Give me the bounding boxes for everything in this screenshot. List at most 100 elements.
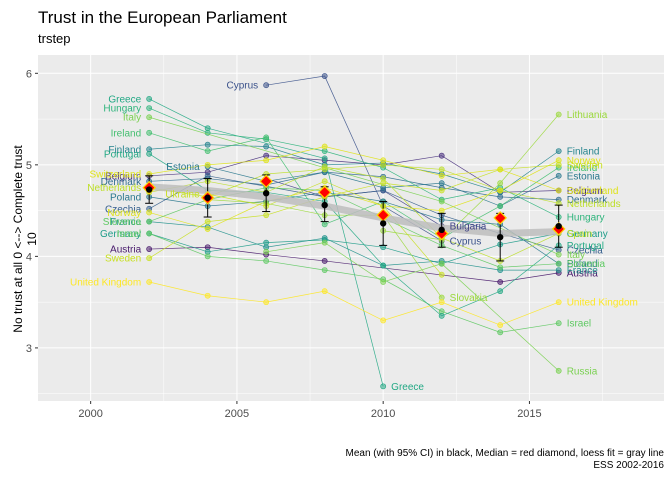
mean-point: [438, 226, 445, 234]
data-point: [380, 383, 387, 390]
data-point: [321, 143, 328, 150]
x-tick-label: 2000: [78, 408, 102, 420]
country-label-italy-right: Italy: [567, 250, 585, 261]
country-label-netherlands-left: Netherlands: [87, 183, 141, 194]
series-line: [149, 233, 559, 265]
y-tick-label: 6: [26, 68, 32, 80]
series-line: [149, 146, 559, 191]
chart-caption-line-2: ESS 2002-2016: [593, 460, 664, 471]
country-label-france-right: France: [567, 266, 599, 277]
series-italy: [146, 114, 562, 258]
data-point: [263, 212, 270, 219]
data-point: [321, 221, 328, 228]
data-point: [146, 96, 153, 102]
data-point: [204, 253, 211, 260]
country-label-france-left: France: [110, 217, 142, 228]
data-point: [555, 299, 562, 306]
country-label-spain-right: Spain: [567, 229, 593, 240]
data-point: [146, 218, 153, 225]
data-point: [555, 267, 562, 274]
data-point: [321, 155, 328, 162]
data-point: [438, 152, 445, 159]
country-label-germany-left: Germany: [100, 229, 141, 240]
series-line: [149, 221, 559, 271]
data-point: [380, 279, 387, 285]
stats-layer: [142, 174, 566, 262]
country-label-germany-right: Germany: [567, 229, 608, 240]
data-point: [497, 180, 504, 187]
series-line: [149, 246, 559, 283]
data-point: [555, 251, 562, 258]
data-point: [146, 114, 153, 121]
data-point: [146, 279, 153, 285]
x-tick-label: 2015: [517, 408, 541, 420]
country-label-austria-right: Austria: [567, 268, 599, 279]
series-line: [149, 187, 559, 268]
data-point: [204, 148, 211, 155]
country-label-sweden-right: Sweden: [567, 160, 603, 171]
series-line: [149, 166, 559, 262]
country-label-israel-right: Israel: [567, 319, 591, 330]
country-label-italy-left: Italy: [123, 113, 141, 124]
data-point: [263, 82, 270, 89]
x-tick-label: 2010: [371, 408, 395, 420]
country-label-switzerland-right: Switzerland: [567, 186, 619, 197]
data-point: [438, 198, 445, 205]
median-diamond: [317, 185, 332, 200]
country-label-belgium-right: Belgium: [567, 186, 603, 197]
series-greece: [146, 96, 387, 390]
data-point: [438, 299, 445, 306]
mean-point: [496, 233, 504, 241]
loess-layer: [145, 183, 563, 237]
data-point: [438, 260, 445, 267]
data-point: [438, 166, 445, 173]
series-switzerland: [146, 143, 562, 194]
country-label-israel-left: Israel: [117, 229, 141, 240]
country-label-ukraine-left: Ukraine: [165, 190, 200, 201]
median-diamond: [493, 211, 508, 225]
series-line: [149, 98, 384, 387]
country-label-lithuania-right: Lithuania: [567, 110, 608, 121]
data-point: [321, 288, 328, 295]
data-point: [497, 166, 504, 173]
country-label-russia-right: Russia: [567, 366, 598, 377]
data-point: [555, 111, 562, 118]
data-point: [146, 129, 153, 136]
country-label-denmark-left: Denmark: [101, 177, 143, 188]
country-label-poland-right: Poland: [567, 259, 598, 270]
country-label-cyprus-left: Cyprus: [226, 81, 258, 92]
series-sweden: [146, 161, 562, 262]
data-point: [497, 187, 504, 194]
data-point: [321, 178, 328, 185]
series-lithuania: [380, 111, 562, 243]
data-point: [146, 150, 153, 157]
country-label-cyprus-right: Cyprus: [450, 236, 482, 247]
country-label-finland-right: Finland: [567, 147, 600, 158]
country-label-norway-left: Norway: [107, 208, 141, 219]
data-point: [263, 143, 270, 150]
data-point: [555, 187, 562, 194]
data-point: [497, 322, 504, 328]
data-point: [321, 163, 328, 170]
country-label-ireland-right: Ireland: [567, 163, 598, 174]
data-point: [438, 207, 445, 214]
data-point: [146, 209, 153, 216]
x-tick-label: 2005: [225, 408, 249, 420]
country-label-finland-left: Finland: [108, 145, 141, 156]
country-label-bulgaria-right: Bulgaria: [450, 222, 487, 233]
country-label-hungary-left: Hungary: [103, 104, 141, 115]
data-point: [380, 317, 387, 324]
data-point: [204, 292, 211, 299]
data-point: [263, 134, 270, 141]
data-point: [555, 148, 562, 155]
data-point: [497, 329, 504, 336]
data-point: [263, 157, 270, 164]
country-label-greece-right: Greece: [391, 382, 424, 393]
country-label-united-kingdom-right: United Kingdom: [567, 298, 638, 309]
data-point: [438, 271, 445, 278]
country-label-slovenia-left: Slovenia: [103, 217, 142, 228]
data-point: [555, 260, 562, 267]
series-line: [148, 164, 559, 259]
country-label-switzerland-left: Switzerland: [89, 169, 141, 180]
